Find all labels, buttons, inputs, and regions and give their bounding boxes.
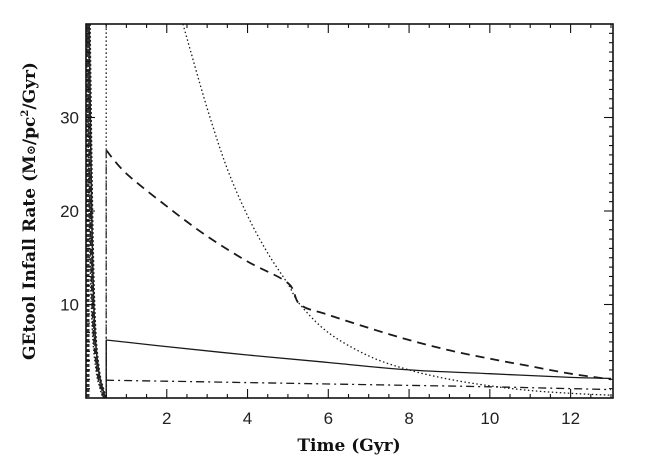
series-dotted <box>182 24 612 396</box>
x-tick-label: 6 <box>324 409 333 428</box>
y-axis-title: GEtool Infall Rate (M⊙/pc2/Gyr) <box>20 62 40 360</box>
y-tick-label: 10 <box>60 296 79 315</box>
plot-frame <box>85 23 614 399</box>
x-tick-label: 12 <box>561 409 580 428</box>
x-axis-title: Time (Gyr) <box>297 436 400 456</box>
series-dashed <box>105 149 612 381</box>
early-burst-curve <box>87 24 106 398</box>
y-tick-labels: 10 20 30 <box>60 109 79 315</box>
x-tick-label: 4 <box>243 409 252 428</box>
y-tick-label: 30 <box>60 109 79 128</box>
series-dash-dot <box>106 379 612 391</box>
early-burst-curve <box>89 24 107 398</box>
x-tick-label: 2 <box>162 409 171 428</box>
x-tick-label: 8 <box>404 409 413 428</box>
series-solid <box>106 339 612 380</box>
y-tick-label: 20 <box>60 202 79 221</box>
x-tick-label: 10 <box>480 409 499 428</box>
axis-ticks <box>86 24 613 398</box>
x-tick-labels: 2 4 6 8 10 12 <box>162 409 580 428</box>
series-layer <box>86 24 612 398</box>
